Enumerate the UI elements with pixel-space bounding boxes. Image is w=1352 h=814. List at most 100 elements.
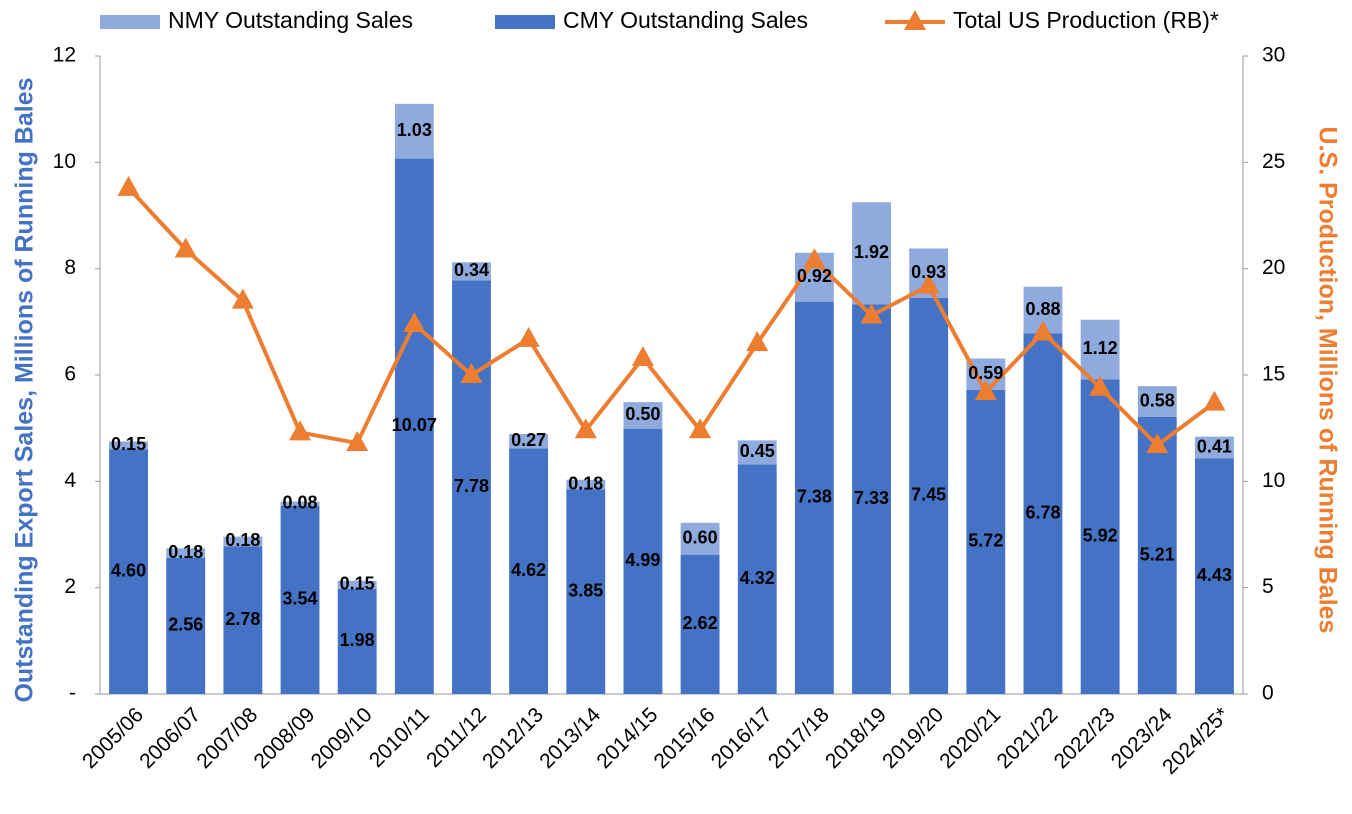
- bar-segment: [966, 389, 1006, 694]
- data-label: 7.33: [854, 488, 889, 508]
- line-marker: [746, 331, 769, 352]
- bar-segment: [509, 434, 549, 449]
- data-label: 7.45: [911, 485, 946, 505]
- bar-segment: [1137, 386, 1177, 418]
- line-marker: [917, 273, 940, 294]
- legend-label: CMY Outstanding Sales: [563, 7, 808, 33]
- x-tick-label: 2019/20: [878, 703, 948, 773]
- x-tick-label: 2011/12: [422, 703, 491, 772]
- x-tick-label: 2013/14: [535, 703, 605, 773]
- data-label: 10.07: [392, 415, 437, 435]
- bar-segment: [337, 580, 377, 589]
- bar-segment: [280, 505, 320, 694]
- line-marker: [289, 420, 312, 441]
- legend-label: Total US Production (RB)*: [953, 7, 1219, 33]
- data-label: 1.98: [340, 630, 375, 650]
- data-label: 0.60: [683, 528, 718, 548]
- data-label: 0.93: [911, 262, 946, 282]
- data-label: 0.18: [168, 542, 203, 562]
- data-label: 7.78: [454, 476, 489, 496]
- bar-segment: [1080, 319, 1120, 380]
- y2-axis-title: U.S. Production, Millions of Running Bal…: [1313, 127, 1341, 634]
- y-tick-label: 4: [64, 469, 76, 492]
- x-tick-label: 2017/18: [764, 703, 834, 773]
- bar-segment: [566, 489, 606, 694]
- bar-segment: [794, 301, 834, 694]
- bar-segment: [623, 402, 663, 429]
- line-marker: [517, 326, 540, 347]
- line-marker: [1089, 375, 1112, 396]
- bar-segment: [166, 557, 206, 694]
- data-label: 4.43: [1197, 565, 1232, 585]
- data-label: 0.59: [968, 363, 1003, 383]
- x-tick-label: 2018/19: [821, 703, 891, 773]
- x-tick-label: 2010/11: [365, 703, 434, 772]
- bar-segment: [394, 158, 434, 694]
- y-axis-title: Outstanding Export Sales, Millions of Ru…: [11, 77, 39, 702]
- line-marker: [631, 345, 654, 366]
- bar-segment: [1194, 436, 1234, 459]
- bar-segment: [509, 448, 549, 694]
- bar-segment: [737, 464, 777, 694]
- data-label: 0.88: [1025, 299, 1060, 319]
- bar-segment: [680, 522, 720, 555]
- x-tick-label: 2012/13: [478, 703, 548, 773]
- x-tick-label: 2014/15: [592, 703, 662, 773]
- bar-segment: [394, 103, 434, 159]
- data-label: 0.34: [454, 260, 489, 280]
- bar-segment: [337, 588, 377, 694]
- line-marker: [574, 418, 597, 439]
- data-label: 2.78: [225, 609, 260, 629]
- y-tick-label: 8: [64, 256, 76, 279]
- data-label: 0.45: [740, 441, 775, 461]
- y2-tick-label: 5: [1262, 575, 1274, 598]
- bar-segment: [623, 428, 663, 694]
- x-tick-label: 2021/22: [992, 703, 1062, 773]
- bar-segment: [1137, 417, 1177, 694]
- bar-segment: [1080, 379, 1120, 694]
- line-marker: [1203, 390, 1226, 411]
- data-label: 5.92: [1083, 525, 1118, 545]
- y-tick-label: -: [69, 682, 76, 705]
- bar-segment: [280, 501, 320, 506]
- data-label: 0.50: [625, 404, 660, 424]
- y2-tick-label: 25: [1262, 150, 1285, 173]
- data-label: 2.62: [683, 613, 718, 633]
- data-label: 0.58: [1140, 390, 1175, 410]
- data-label: 2.56: [168, 615, 203, 635]
- line-marker: [1031, 320, 1054, 341]
- bar-segment: [223, 536, 263, 547]
- x-tick-label: 2016/17: [707, 703, 777, 773]
- bar-segment: [223, 546, 263, 694]
- line-marker: [860, 303, 883, 324]
- y2-tick-label: 30: [1262, 44, 1285, 67]
- bar-segment: [852, 304, 891, 694]
- x-tick-label: 2008/09: [250, 703, 320, 773]
- data-label: 4.99: [625, 550, 660, 570]
- data-label: 5.72: [968, 531, 1003, 551]
- legend-label: NMY Outstanding Sales: [168, 7, 413, 33]
- y2-tick-label: 20: [1262, 256, 1285, 279]
- bar-segment: [109, 449, 149, 694]
- x-tick-label: 2005/06: [78, 703, 148, 773]
- bar-segment: [166, 548, 206, 558]
- data-label: 0.18: [225, 530, 260, 550]
- line-marker: [689, 418, 712, 439]
- data-label: 3.54: [283, 589, 318, 609]
- y2-tick-label: 10: [1262, 469, 1285, 492]
- data-label: 5.21: [1140, 544, 1175, 564]
- y2-tick-label: 15: [1262, 363, 1285, 386]
- data-label: 1.03: [397, 120, 432, 140]
- bar-segment: [1194, 458, 1234, 694]
- data-label: 1.92: [854, 242, 889, 262]
- data-label: 7.38: [797, 487, 832, 507]
- x-tick-label: 2022/23: [1050, 703, 1120, 773]
- line-marker: [231, 288, 254, 309]
- bar-segment: [909, 297, 949, 694]
- line-marker: [403, 311, 426, 332]
- line-marker: [460, 363, 483, 383]
- bar-segment: [452, 262, 491, 281]
- data-label: 0.18: [568, 473, 603, 493]
- bar-segment: [109, 441, 149, 450]
